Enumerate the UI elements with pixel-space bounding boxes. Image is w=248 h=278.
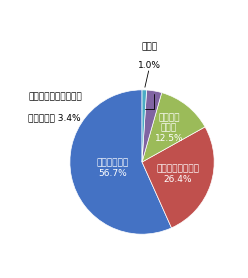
Text: 設置しているかどうか: 設置しているかどうか	[28, 92, 82, 101]
Wedge shape	[142, 90, 147, 162]
Text: 設置している
56.7%: 設置している 56.7%	[96, 159, 128, 178]
Text: 一部設置している
26.4%: 一部設置している 26.4%	[156, 164, 199, 183]
Text: 設置して
いない
12.5%: 設置して いない 12.5%	[155, 113, 183, 143]
Wedge shape	[142, 93, 205, 162]
Wedge shape	[142, 90, 162, 162]
Wedge shape	[142, 127, 214, 228]
Text: 1.0%: 1.0%	[138, 61, 161, 70]
Text: 分からない 3.4%: 分からない 3.4%	[28, 114, 81, 123]
Text: 無回答: 無回答	[141, 43, 157, 52]
Wedge shape	[70, 90, 172, 234]
